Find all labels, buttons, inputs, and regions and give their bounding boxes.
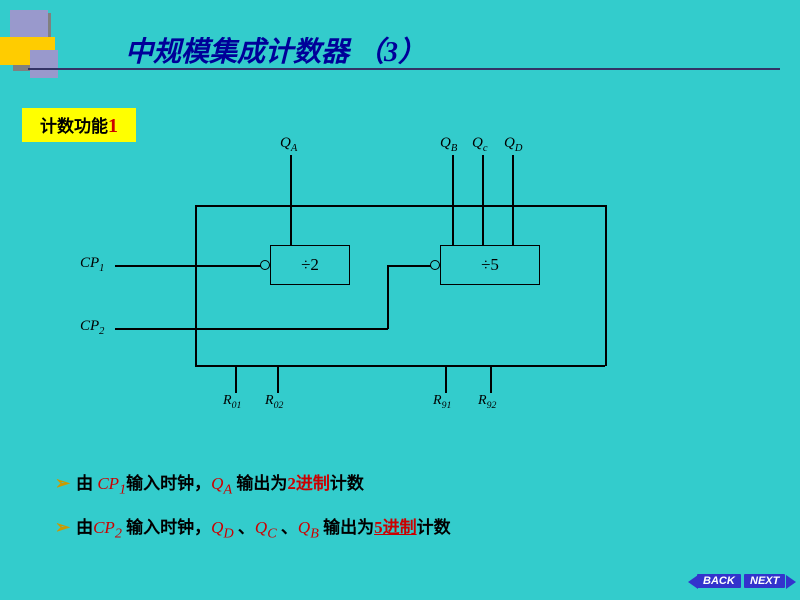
title-text: 中规模集成计数器 [125, 37, 349, 68]
div5-clk-bubble [430, 260, 440, 270]
title-num: （3） [356, 37, 426, 68]
bullet-section: ➢由 CP1输入时钟，QA 输出为2进制计数 ➢由CP2 输入时钟，QD 、QC… [55, 462, 451, 551]
lbl-r01: R01 [223, 393, 241, 411]
div2-label: ÷2 [301, 255, 319, 275]
r01-line [235, 365, 237, 393]
outer-right [605, 205, 607, 366]
qb-line [452, 155, 454, 245]
lbl-qb: QB [440, 135, 457, 154]
back-button[interactable]: BACK [697, 574, 741, 588]
bullet-icon: ➢ [55, 517, 70, 537]
qc-line [482, 155, 484, 245]
lbl-r92: R92 [478, 393, 496, 411]
qd-line [512, 155, 514, 245]
lbl-cp2: CP2 [80, 318, 104, 337]
counter-diagram: ÷2 ÷5 CP1 CP2 QA QB Qc QD R01 R02 R91 R9… [80, 135, 620, 415]
title-underline [28, 68, 780, 70]
purple-square-2 [30, 50, 58, 78]
next-arrow-icon [786, 575, 796, 589]
div2-clk-bubble [260, 260, 270, 270]
back-label: BACK [703, 575, 735, 587]
outer-left [195, 205, 197, 366]
lbl-r91: R91 [433, 393, 451, 411]
lbl-qa: QA [280, 135, 297, 154]
section-num: 1 [108, 115, 118, 137]
outer-bot [195, 365, 605, 367]
cp2-line-h1 [115, 328, 388, 330]
div5-label: ÷5 [481, 255, 499, 275]
next-label: NEXT [750, 575, 779, 587]
cp2-line-v [387, 265, 389, 329]
bullet-icon: ➢ [55, 473, 70, 493]
qa-line [290, 155, 292, 245]
bullet-2: ➢由CP2 输入时钟，QD 、QC 、QB 输出为5进制计数 [55, 506, 451, 550]
lbl-cp1: CP1 [80, 255, 104, 274]
lbl-qd: QD [504, 135, 522, 154]
r02-line [277, 365, 279, 393]
r92-line [490, 365, 492, 393]
section-text: 计数功能 [40, 117, 108, 136]
cp1-line [115, 265, 261, 267]
lbl-qc: Qc [472, 135, 488, 154]
cp2-line-h2 [387, 265, 431, 267]
page-title: 中规模集成计数器 （3） [125, 30, 426, 70]
div2-box: ÷2 [270, 245, 350, 285]
r91-line [445, 365, 447, 393]
div5-box: ÷5 [440, 245, 540, 285]
next-button[interactable]: NEXT [744, 574, 785, 588]
bullet-1: ➢由 CP1输入时钟，QA 输出为2进制计数 [55, 462, 451, 506]
outer-top [195, 205, 605, 207]
lbl-r02: R02 [265, 393, 283, 411]
